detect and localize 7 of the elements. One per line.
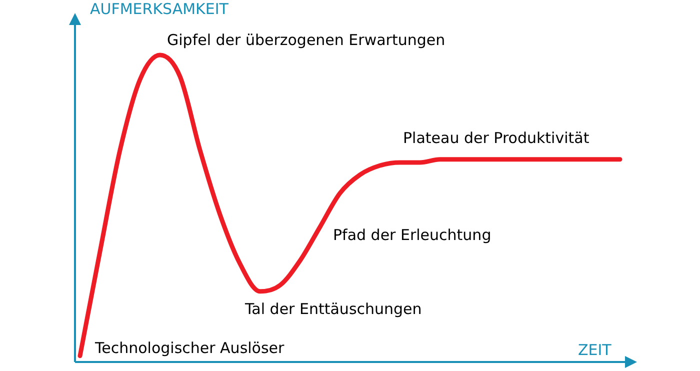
x-axis-title: ZEIT	[578, 341, 612, 359]
annotation: Pfad der Erleuchtung	[333, 226, 492, 244]
annotation: Technologischer Auslöser	[95, 339, 284, 357]
y-axis-title: AUFMERKSAMKEIT	[90, 0, 228, 18]
annotation: Plateau der Produktivität	[403, 129, 590, 147]
annotation: Tal der Enttäuschungen	[245, 300, 422, 318]
text: Gipfel der überzogenen Erwartungen	[167, 31, 446, 49]
